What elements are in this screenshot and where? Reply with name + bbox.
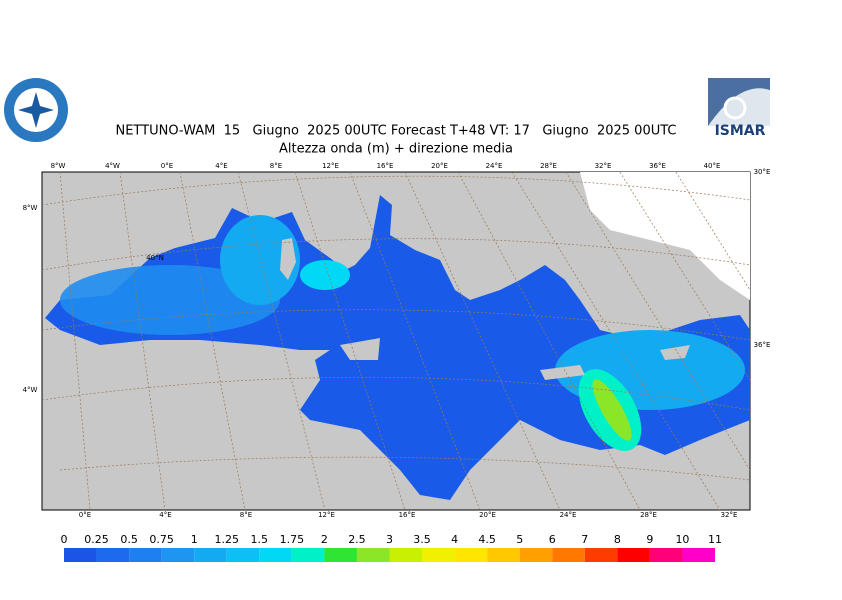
lon-label: 16°E xyxy=(399,511,416,519)
color-swatch xyxy=(96,548,130,562)
lon-label: 0°E xyxy=(161,162,173,170)
color-swatch xyxy=(649,548,683,562)
lon-label: 32°E xyxy=(595,162,612,170)
color-swatch xyxy=(226,548,260,562)
color-swatch xyxy=(552,548,585,562)
logo-right: ISMAR xyxy=(708,78,770,139)
lon-label: 20°E xyxy=(431,162,448,170)
coord-label: 36°E xyxy=(754,341,771,349)
color-swatch xyxy=(356,548,390,562)
map xyxy=(41,171,751,511)
lon-label: 28°E xyxy=(540,162,557,170)
color-swatch xyxy=(487,548,520,562)
lon-label: 8°E xyxy=(240,511,252,519)
colorbar-label: 3.5 xyxy=(413,533,431,546)
island xyxy=(540,365,585,380)
colorbar-label: 5 xyxy=(516,533,523,546)
colorbar-label: 7 xyxy=(581,533,588,546)
lon-label: 4°E xyxy=(215,162,227,170)
black-sea-area xyxy=(580,172,750,300)
wave-area xyxy=(60,265,280,335)
color-swatch xyxy=(129,548,162,562)
island xyxy=(660,345,690,360)
wave-area xyxy=(220,215,300,305)
colorbar-label: 3 xyxy=(386,533,393,546)
colorbar-label: 0 xyxy=(61,533,68,546)
colorbar-label: 0.5 xyxy=(120,533,138,546)
coord-label: 8°W xyxy=(23,204,38,212)
colorbar-label: 1 xyxy=(191,533,198,546)
lon-label: 24°E xyxy=(560,511,577,519)
colorbar-label: 8 xyxy=(614,533,621,546)
coord-label: 40°N xyxy=(146,254,164,262)
color-swatch xyxy=(161,548,195,562)
color-swatch xyxy=(389,548,423,562)
logo-left xyxy=(4,78,68,142)
color-swatch xyxy=(64,548,97,562)
wave-area xyxy=(300,260,350,290)
colorbar-label: 4.5 xyxy=(478,533,496,546)
logo-text: ISMAR xyxy=(715,123,766,139)
colorbar-label: 2.5 xyxy=(348,533,366,546)
color-swatch xyxy=(454,548,488,562)
lon-label: 0°E xyxy=(79,511,91,519)
lon-label: 16°E xyxy=(377,162,394,170)
lon-label: 8°E xyxy=(270,162,282,170)
lon-label: 8°W xyxy=(51,162,66,170)
lon-label: 4°E xyxy=(159,511,171,519)
colorbar-label: 1.25 xyxy=(215,533,240,546)
color-swatch xyxy=(682,548,715,562)
lon-label: 12°E xyxy=(322,162,339,170)
subtitle: Altezza onda (m) + direzione media xyxy=(279,142,513,157)
color-swatch xyxy=(259,548,292,562)
lon-label: 28°E xyxy=(640,511,657,519)
colorbar-label: 6 xyxy=(549,533,556,546)
title: NETTUNO-WAM 15 Giugno 2025 00UTC Forecas… xyxy=(115,124,676,139)
island xyxy=(340,338,380,360)
lon-label: 40°E xyxy=(704,162,721,170)
color-swatch xyxy=(519,548,553,562)
lon-label: 20°E xyxy=(479,511,496,519)
color-swatch xyxy=(584,548,618,562)
wave-area xyxy=(592,379,632,441)
colorbar-label: 1.75 xyxy=(280,533,305,546)
colorbar-label: 1.5 xyxy=(251,533,269,546)
lon-label: 36°E xyxy=(649,162,666,170)
coord-label: 4°W xyxy=(23,386,38,394)
lon-label: 24°E xyxy=(486,162,503,170)
colorbar-label: 10 xyxy=(675,533,689,546)
colorbar-label: 11 xyxy=(708,533,722,546)
color-swatch xyxy=(422,548,455,562)
lon-label: 32°E xyxy=(721,511,738,519)
graticule xyxy=(41,171,751,511)
colorbar-label: 0.25 xyxy=(84,533,109,546)
island xyxy=(280,238,296,280)
color-swatch xyxy=(194,548,227,562)
color-swatch xyxy=(291,548,325,562)
colorbar-label: 9 xyxy=(646,533,653,546)
colorbar-label: 2 xyxy=(321,533,328,546)
coord-label: 30°E xyxy=(754,168,771,176)
color-swatch xyxy=(324,548,357,562)
colorbar-label: 0.75 xyxy=(149,533,174,546)
lon-label: 12°E xyxy=(318,511,335,519)
color-swatch xyxy=(617,548,650,562)
lon-label: 4°W xyxy=(105,162,120,170)
colorbar-label: 4 xyxy=(451,533,458,546)
